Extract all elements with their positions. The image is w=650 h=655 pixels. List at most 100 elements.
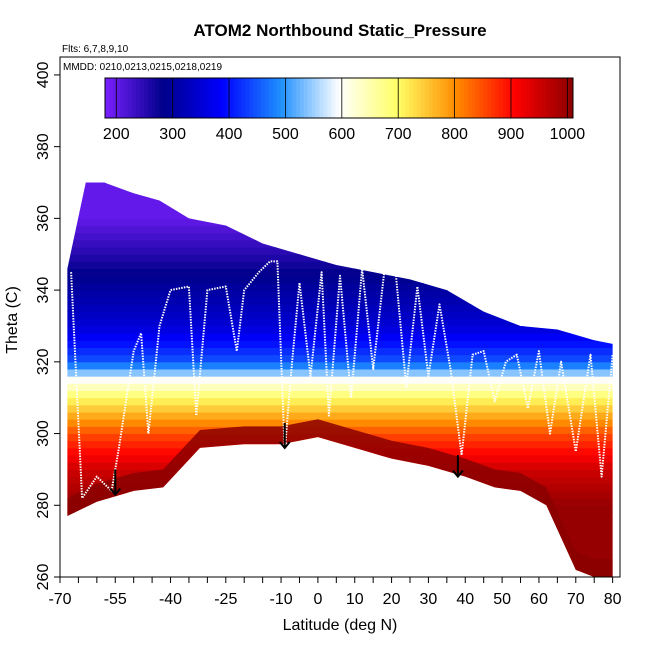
colorbar-swatch — [303, 78, 309, 118]
colorbar-swatch — [214, 78, 219, 118]
colorbar-swatch — [401, 78, 406, 118]
colorbar-swatch — [358, 78, 363, 118]
colorbar-swatch — [491, 78, 496, 118]
colorbar-swatch — [342, 78, 348, 118]
colorbar-swatch — [268, 78, 274, 118]
field-band — [67, 526, 613, 535]
colorbar-swatch — [378, 78, 383, 118]
colorbar-swatch — [506, 78, 512, 118]
field-band — [67, 533, 613, 542]
colorbar-swatch — [385, 78, 391, 118]
x-tick-label: 70 — [567, 591, 585, 608]
y-tick-label: 320 — [35, 348, 52, 375]
colorbar-swatch — [132, 78, 137, 118]
colorbar-swatch — [218, 78, 223, 118]
colorbar-swatch — [147, 78, 153, 118]
colorbar-tick-label: 200 — [103, 126, 130, 143]
field-band — [67, 541, 613, 549]
x-tick-label: -40 — [159, 591, 182, 608]
colorbar-swatch — [432, 78, 437, 118]
colorbar-swatch — [249, 78, 254, 118]
colorbar-swatch — [436, 78, 441, 118]
colorbar-swatch — [108, 78, 114, 118]
arrow-head — [109, 487, 122, 497]
y-tick-label: 340 — [35, 277, 52, 304]
x-tick-label: 80 — [604, 591, 622, 608]
colorbar-swatch — [311, 78, 317, 118]
colorbar-swatch — [319, 78, 324, 118]
field-band — [67, 196, 613, 205]
colorbar-swatch — [105, 78, 110, 118]
colorbar-swatch — [409, 78, 414, 118]
colorbar-swatch — [335, 78, 340, 118]
field-band — [67, 519, 613, 528]
colorbar-swatch — [280, 78, 285, 118]
colorbar-swatch — [346, 78, 352, 118]
colorbar-swatch — [194, 78, 200, 118]
colorbar-swatch — [167, 78, 172, 118]
field-band — [67, 412, 613, 420]
colorbar-swatch — [264, 78, 270, 118]
y-axis-label: Theta (C) — [4, 286, 21, 354]
colorbar-swatch — [284, 78, 289, 118]
colorbar-swatch — [136, 78, 141, 118]
arrows — [109, 422, 464, 497]
field-band — [67, 455, 613, 463]
colorbar-swatch — [183, 78, 188, 118]
colorbar-swatch — [557, 78, 562, 118]
field-band — [67, 404, 613, 413]
colorbar-swatch — [323, 78, 328, 118]
field-band — [67, 239, 613, 248]
colorbar-swatch — [116, 78, 122, 118]
colorbar-swatch — [190, 78, 196, 118]
field-band — [67, 419, 613, 427]
field-band — [67, 254, 613, 262]
field-band — [67, 297, 613, 305]
field-band — [67, 562, 613, 571]
colorbar-swatch — [417, 78, 422, 118]
colorbar-swatch — [276, 78, 281, 118]
y-axis: 260 280 300 320 340 360 380 400 — [35, 61, 60, 590]
field-band — [67, 447, 613, 456]
flight-track-line — [70, 260, 614, 500]
field-band — [67, 218, 613, 227]
colorbar-swatch — [233, 78, 239, 118]
colorbar-swatch — [463, 78, 469, 118]
field-band — [67, 290, 613, 298]
colorbar-swatch — [229, 78, 235, 118]
colorbar-swatch — [155, 78, 161, 118]
colorbar-swatch — [128, 78, 133, 118]
colorbar-swatch — [366, 78, 371, 118]
colorbar-swatch — [210, 78, 215, 118]
colorbar-swatch — [292, 78, 297, 118]
arrow-head — [278, 441, 291, 450]
colorbar-swatch — [175, 78, 180, 118]
colorbar-tick-label: 1000 — [550, 126, 586, 143]
field-band — [67, 498, 613, 506]
colorbar-swatch — [288, 78, 293, 118]
colorbar-swatch — [307, 78, 313, 118]
field-band — [67, 204, 613, 212]
field-band — [67, 182, 613, 191]
colorbar-swatch — [222, 78, 227, 118]
colorbar-swatch — [420, 78, 426, 118]
colorbar-swatch — [245, 78, 250, 118]
x-tick-label: -10 — [269, 591, 292, 608]
x-tick-label: 30 — [420, 591, 438, 608]
colorbar-swatch — [475, 78, 480, 118]
colorbar-swatch — [561, 78, 566, 118]
colorbar-swatch — [545, 78, 551, 118]
colorbar-swatch — [498, 78, 504, 118]
x-tick-label: 50 — [493, 591, 511, 608]
colorbar-swatch — [253, 78, 258, 118]
flights-annotation: Flts: 6,7,8,9,10 — [62, 44, 129, 55]
colorbar-swatch — [405, 78, 410, 118]
colorbar-swatch — [370, 78, 375, 118]
field-band — [67, 555, 613, 564]
colorbar-swatch — [202, 78, 207, 118]
colorbar-tick-label: 400 — [216, 126, 243, 143]
colorbar-swatch — [237, 78, 242, 118]
field-band — [67, 340, 613, 348]
colorbar-swatch — [374, 78, 379, 118]
